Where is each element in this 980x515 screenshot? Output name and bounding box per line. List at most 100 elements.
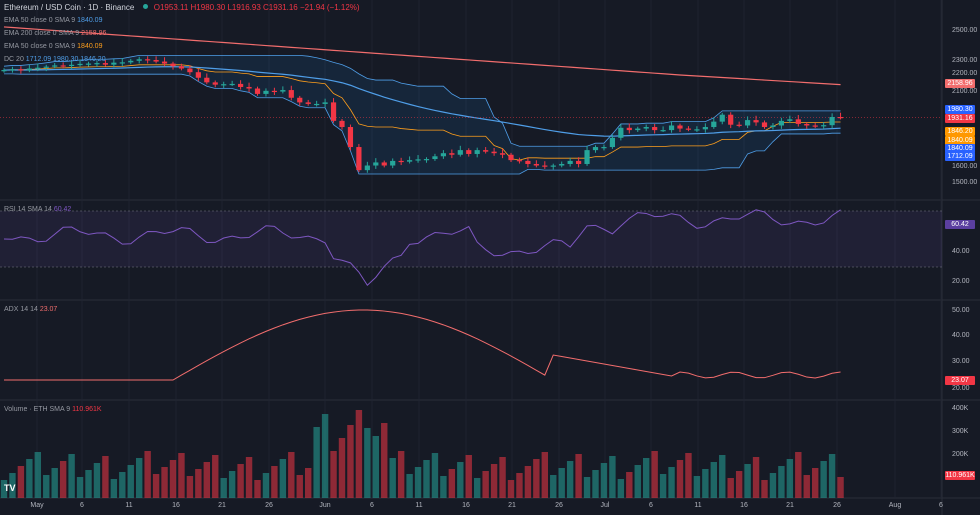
x-axis-tick: 16 bbox=[462, 502, 470, 509]
candle-body bbox=[559, 163, 565, 166]
adx-legend[interactable]: ADX 14 14 23.07 bbox=[4, 305, 57, 314]
candle-body bbox=[271, 90, 277, 93]
volume-bar bbox=[465, 455, 472, 498]
candle-body bbox=[677, 125, 683, 129]
candle-body bbox=[821, 125, 827, 127]
rsi-axis-tick: 40.00 bbox=[952, 248, 970, 255]
candle-body bbox=[516, 160, 523, 162]
volume-bar bbox=[752, 457, 760, 498]
indicator-ema200-legend[interactable]: EMA 200 close 0 SMA 9 2158.96 bbox=[4, 29, 106, 38]
indicator-name: EMA 50 close 0 SMA 9 bbox=[4, 43, 76, 50]
x-axis-tick: 26 bbox=[555, 502, 563, 509]
ema50-line bbox=[3, 66, 841, 137]
volume-bar bbox=[372, 436, 379, 498]
candle-body bbox=[592, 147, 599, 151]
volume-bar bbox=[330, 451, 337, 498]
volume-bar bbox=[51, 468, 58, 498]
price-tag-last: 1931.16 bbox=[945, 114, 975, 123]
volume-bar bbox=[490, 464, 498, 498]
volume-bar bbox=[609, 456, 616, 498]
rsi-legend[interactable]: RSI 14 SMA 14 60.42 bbox=[4, 205, 71, 214]
volume-name: Volume · ETH SMA 9 bbox=[4, 406, 71, 413]
candle-body bbox=[1, 70, 7, 72]
volume-bar bbox=[220, 478, 227, 498]
x-axis-tick: 6 bbox=[80, 502, 84, 509]
indicator-value: 1712.09 1980.30 1846.20 bbox=[25, 56, 106, 63]
x-axis-tick: Jul bbox=[600, 502, 610, 509]
candle-body bbox=[128, 60, 134, 63]
indicator-value: 1840.09 bbox=[77, 17, 103, 24]
tradingview-logo[interactable]: TV bbox=[4, 483, 16, 493]
volume-bar bbox=[279, 459, 287, 498]
candle-body bbox=[322, 102, 328, 104]
volume-bar bbox=[685, 453, 692, 498]
rsi-axis-tick: 20.00 bbox=[952, 278, 970, 285]
candle-body bbox=[652, 127, 658, 131]
volume-bar bbox=[533, 459, 540, 498]
candle-body bbox=[229, 83, 235, 86]
candle-body bbox=[280, 90, 286, 92]
volume-bar bbox=[237, 464, 244, 498]
donchian-upper-line bbox=[3, 55, 841, 147]
candle-body bbox=[43, 66, 49, 68]
candle-body bbox=[381, 162, 387, 166]
volume-bar bbox=[592, 470, 599, 498]
volume-bar bbox=[812, 468, 819, 498]
volume-bar bbox=[778, 466, 785, 498]
volume-bar bbox=[17, 466, 25, 498]
price-axis-column bbox=[942, 0, 980, 515]
candle-body bbox=[390, 160, 396, 166]
candle-body bbox=[69, 64, 75, 67]
candle-body bbox=[778, 120, 784, 126]
volume-bar bbox=[626, 472, 633, 498]
candle-body bbox=[736, 124, 742, 126]
volume-bar bbox=[321, 414, 329, 498]
volume-bar bbox=[668, 467, 675, 498]
volume-bar bbox=[710, 462, 717, 498]
volume-legend[interactable]: Volume · ETH SMA 9 110.961K bbox=[4, 405, 102, 414]
volume-bar bbox=[448, 469, 456, 498]
volume-axis-tick: 300K bbox=[952, 428, 969, 435]
adx-axis-tick: 30.00 bbox=[952, 358, 970, 365]
volume-bar bbox=[820, 461, 827, 498]
volume-tag: 110.961K bbox=[945, 471, 975, 480]
volume-bar bbox=[761, 480, 768, 498]
volume-bar bbox=[634, 465, 641, 498]
indicator-value: 2158.96 bbox=[81, 30, 107, 37]
volume-bar bbox=[338, 438, 346, 498]
candle-body bbox=[499, 153, 506, 155]
candle-body bbox=[795, 119, 801, 124]
candle-body bbox=[787, 119, 793, 121]
donchian-mid-line bbox=[3, 64, 841, 161]
candle-body bbox=[305, 102, 311, 104]
indicator-ema50b-legend[interactable]: EMA 50 close 0 SMA 9 1840.09 bbox=[4, 42, 102, 51]
volume-bar bbox=[406, 474, 413, 498]
rsi-tag: 60.42 bbox=[945, 220, 975, 229]
candle-body bbox=[770, 125, 776, 128]
candle-body bbox=[246, 86, 252, 89]
x-axis-tick: 21 bbox=[218, 502, 226, 509]
volume-bar bbox=[313, 427, 320, 498]
rsi-name: RSI 14 SMA 14 bbox=[4, 206, 52, 213]
candle-body bbox=[837, 117, 844, 119]
volume-bar bbox=[735, 471, 743, 498]
indicator-donchian-legend[interactable]: DC 20 1712.09 1980.30 1846.20 bbox=[4, 55, 106, 64]
candle-body bbox=[136, 59, 142, 61]
candle-body bbox=[643, 127, 649, 129]
candle-body bbox=[153, 60, 159, 62]
candle-body bbox=[626, 127, 632, 131]
volume-bar bbox=[144, 451, 151, 498]
price-axis-tick: 2500.00 bbox=[952, 27, 978, 34]
candle-body bbox=[660, 130, 666, 132]
volume-bar bbox=[541, 452, 548, 498]
volume-bar bbox=[828, 454, 836, 498]
candle-body bbox=[609, 137, 615, 148]
candle-body bbox=[119, 62, 125, 64]
candle-body bbox=[330, 102, 337, 121]
indicator-ema50-legend[interactable]: EMA 50 close 0 SMA 9 1840.09 bbox=[4, 16, 102, 25]
candle-body bbox=[812, 125, 818, 127]
x-axis-tick: 16 bbox=[172, 502, 180, 509]
volume-bar bbox=[457, 462, 464, 498]
symbol-title[interactable]: Ethereum / USD Coin · 1D · Binance bbox=[4, 3, 135, 12]
